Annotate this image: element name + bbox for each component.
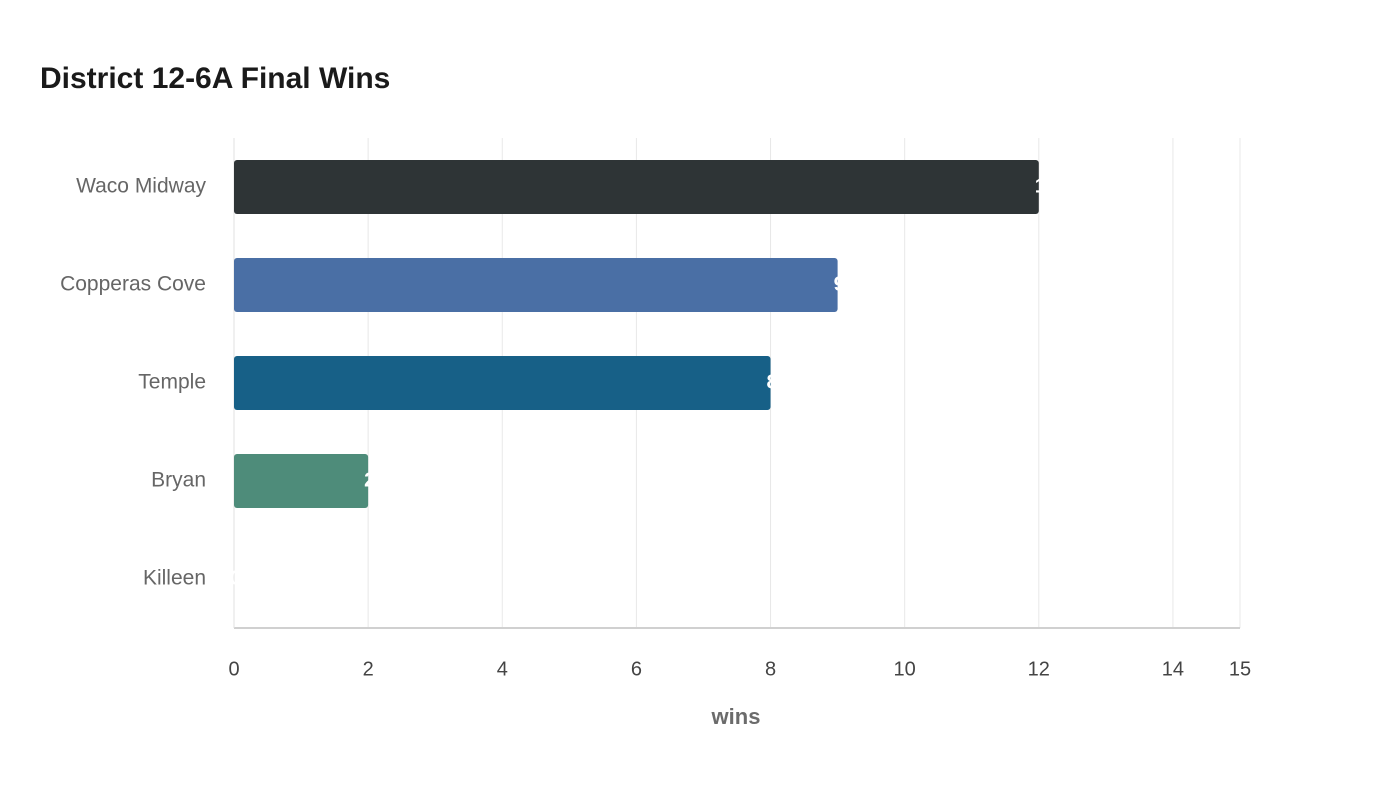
x-axis-label: wins bbox=[711, 704, 761, 729]
y-tick-label: Copperas Cove bbox=[60, 273, 206, 296]
data-label: 0 bbox=[230, 567, 241, 589]
x-tick-label: 14 bbox=[1162, 658, 1184, 680]
x-tick-label: 6 bbox=[631, 658, 642, 680]
data-label: 2 bbox=[364, 469, 375, 491]
y-tick-label: Temple bbox=[138, 371, 206, 394]
x-tick-label: 0 bbox=[228, 658, 239, 680]
data-label: 12 bbox=[1035, 175, 1057, 197]
data-label: 9 bbox=[834, 273, 845, 295]
x-tick-label: 12 bbox=[1028, 658, 1050, 680]
data-label: 8 bbox=[767, 371, 778, 393]
y-tick-label: Waco Midway bbox=[76, 175, 206, 198]
chart-title: District 12-6A Final Wins bbox=[40, 62, 390, 95]
y-tick-label: Killeen bbox=[143, 567, 206, 590]
x-tick-label: 2 bbox=[363, 658, 374, 680]
x-tick-label: 4 bbox=[497, 658, 508, 680]
x-tick-label: 8 bbox=[765, 658, 776, 680]
bar bbox=[234, 454, 369, 508]
y-tick-label: Bryan bbox=[151, 469, 206, 492]
bar bbox=[234, 356, 771, 410]
x-tick-label: 10 bbox=[894, 658, 916, 680]
bar bbox=[234, 160, 1039, 214]
bar bbox=[234, 258, 838, 312]
x-tick-label: 15 bbox=[1229, 658, 1251, 680]
